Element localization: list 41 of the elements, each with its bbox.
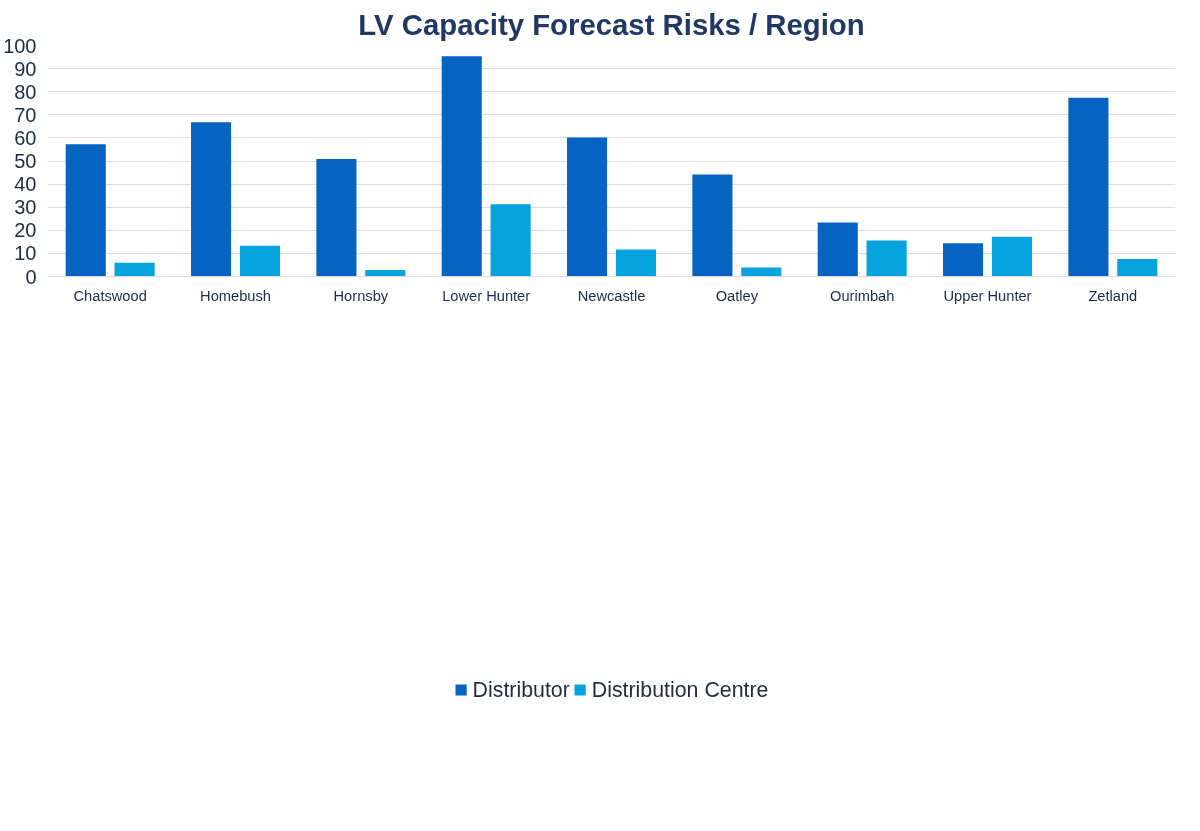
bar	[365, 270, 406, 277]
x-tick-label: Lower Hunter	[442, 287, 531, 304]
y-tick-label: 80	[14, 80, 37, 103]
bar	[991, 236, 1032, 277]
y-tick-label: 50	[14, 150, 37, 172]
y-tick-label: 0	[25, 265, 37, 288]
bar	[741, 267, 782, 277]
x-tick-label: Chatswood	[73, 287, 147, 304]
bar	[239, 245, 280, 277]
bar	[1117, 258, 1158, 277]
bar	[567, 137, 608, 277]
x-tick-label: Ourimbah	[829, 287, 895, 304]
x-tick-label: Hornsby	[333, 287, 389, 304]
bar	[692, 174, 733, 277]
bar	[615, 249, 656, 277]
bar	[943, 243, 984, 277]
y-tick-label: 90	[14, 57, 37, 80]
bar	[490, 204, 531, 277]
y-tick-label: 70	[14, 103, 37, 126]
y-tick-label: 60	[14, 126, 37, 149]
y-tick-label: 30	[14, 196, 37, 219]
x-tick-label: Upper Hunter	[943, 287, 1032, 304]
x-tick-label: Newcastle	[577, 287, 646, 304]
bar	[817, 222, 858, 277]
bar	[65, 144, 106, 277]
y-tick-label: 10	[14, 242, 37, 265]
x-tick-label: Oatley	[715, 287, 759, 304]
bar	[1068, 97, 1109, 277]
y-tick-label: 40	[14, 173, 37, 196]
legend-label: Distributor	[472, 677, 570, 703]
bar	[114, 262, 155, 277]
bar	[441, 56, 482, 277]
chart-title: LV Capacity Forecast Risks / Region	[358, 7, 865, 41]
x-tick-label: Zetland	[1088, 287, 1138, 304]
legend-label: Distribution Centre	[591, 677, 769, 703]
y-tick-label: 100	[3, 34, 37, 57]
bar	[866, 240, 907, 277]
bar	[191, 122, 232, 277]
y-tick-label: 20	[14, 219, 37, 242]
bar	[316, 158, 357, 277]
x-tick-label: Homebush	[200, 287, 271, 304]
